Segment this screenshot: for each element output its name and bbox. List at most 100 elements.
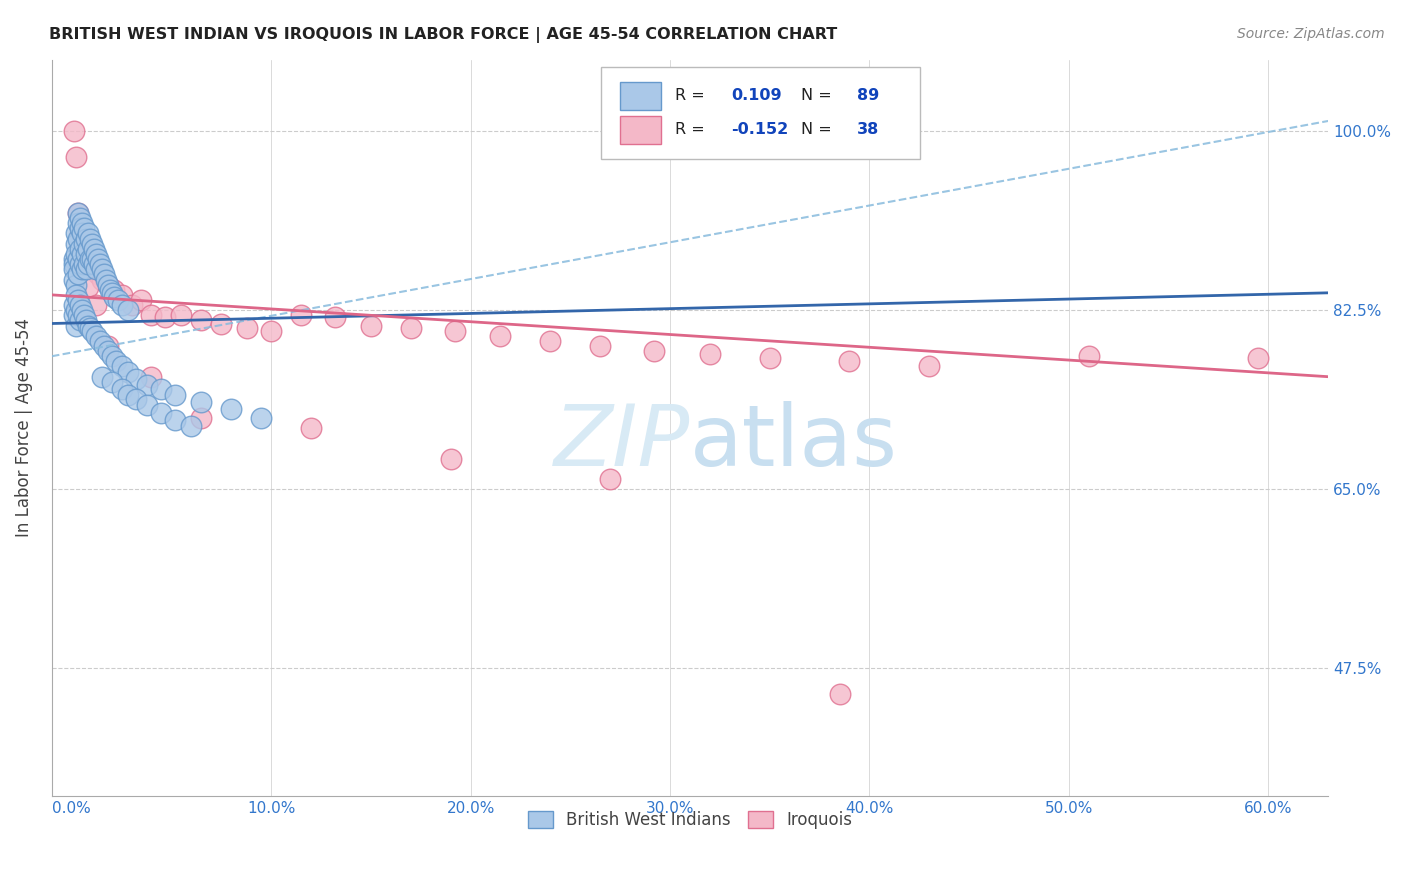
Point [76, 227, 98, 241]
Point [66, 293, 89, 307]
Point [76, 257, 98, 271]
Point [83, 242, 105, 256]
Point [70, 216, 93, 230]
Point [439, 451, 461, 466]
Point [443, 324, 465, 338]
Point [69, 298, 91, 312]
Point [75, 247, 97, 261]
Point [170, 309, 193, 323]
Point [136, 398, 159, 412]
Point [90, 369, 112, 384]
Point [290, 309, 312, 323]
Point [70, 247, 93, 261]
Point [73, 236, 96, 251]
Point [643, 344, 665, 359]
Point [136, 377, 159, 392]
Point [75, 262, 97, 277]
Point [838, 354, 860, 368]
Point [62, 262, 84, 277]
Point [69, 313, 91, 327]
Text: BRITISH WEST INDIAN VS IROQUOIS IN LABOR FORCE | AGE 45-54 CORRELATION CHART: BRITISH WEST INDIAN VS IROQUOIS IN LABOR… [49, 27, 838, 43]
Point [489, 328, 512, 343]
Point [141, 369, 163, 384]
Point [93, 339, 115, 353]
Point [90, 272, 112, 286]
Point [918, 359, 941, 374]
Point [75, 242, 97, 256]
Point [83, 257, 105, 271]
Bar [620, 82, 661, 110]
Point [66, 216, 89, 230]
Point [117, 388, 139, 402]
Point [66, 231, 89, 245]
Point [66, 268, 89, 282]
Point [73, 221, 96, 235]
Point [260, 324, 283, 338]
Text: ZIP: ZIP [554, 401, 690, 484]
Point [110, 359, 132, 374]
FancyBboxPatch shape [600, 67, 920, 159]
Point [93, 268, 115, 282]
Point [66, 206, 89, 220]
Text: N =: N = [801, 122, 837, 137]
Point [538, 334, 561, 348]
Point [79, 320, 101, 334]
Point [65, 236, 87, 251]
Point [110, 298, 132, 312]
Point [65, 318, 87, 333]
Point [86, 268, 108, 282]
Bar [620, 116, 661, 144]
Point [84, 328, 107, 343]
Point [76, 279, 98, 293]
Text: atlas: atlas [690, 401, 898, 484]
Point [98, 283, 121, 297]
Point [75, 231, 97, 245]
Point [79, 231, 101, 245]
Point [75, 313, 97, 327]
Point [699, 347, 721, 361]
Point [62, 298, 84, 312]
Point [65, 288, 87, 302]
Point [69, 257, 91, 271]
Point [124, 372, 146, 386]
Point [97, 277, 120, 292]
Point [219, 402, 242, 417]
Point [236, 320, 259, 334]
Point [90, 262, 112, 277]
Point [599, 472, 621, 486]
Point [66, 252, 89, 266]
Point [69, 227, 91, 241]
Text: 0.109: 0.109 [731, 88, 782, 103]
Point [97, 277, 120, 292]
Point [209, 317, 232, 331]
Point [110, 288, 132, 302]
Point [66, 206, 89, 220]
Point [69, 242, 91, 256]
Point [97, 339, 120, 353]
Text: R =: R = [675, 88, 710, 103]
Point [323, 310, 346, 325]
Text: N =: N = [801, 88, 837, 103]
Point [100, 375, 122, 389]
Text: 89: 89 [858, 88, 879, 103]
Point [69, 221, 91, 235]
Point [80, 252, 103, 266]
Point [76, 318, 98, 333]
Point [589, 339, 612, 353]
Point [65, 247, 87, 261]
Point [65, 303, 87, 318]
Point [84, 262, 107, 277]
Point [131, 293, 153, 307]
Point [70, 303, 93, 318]
Point [62, 272, 84, 286]
Point [758, 351, 780, 366]
Point [121, 298, 143, 312]
Point [1077, 349, 1099, 363]
Point [250, 410, 273, 425]
Point [117, 365, 139, 379]
Point [124, 392, 146, 407]
Point [89, 334, 111, 348]
Point [70, 262, 93, 277]
Text: -0.152: -0.152 [731, 122, 787, 137]
Point [190, 313, 212, 327]
